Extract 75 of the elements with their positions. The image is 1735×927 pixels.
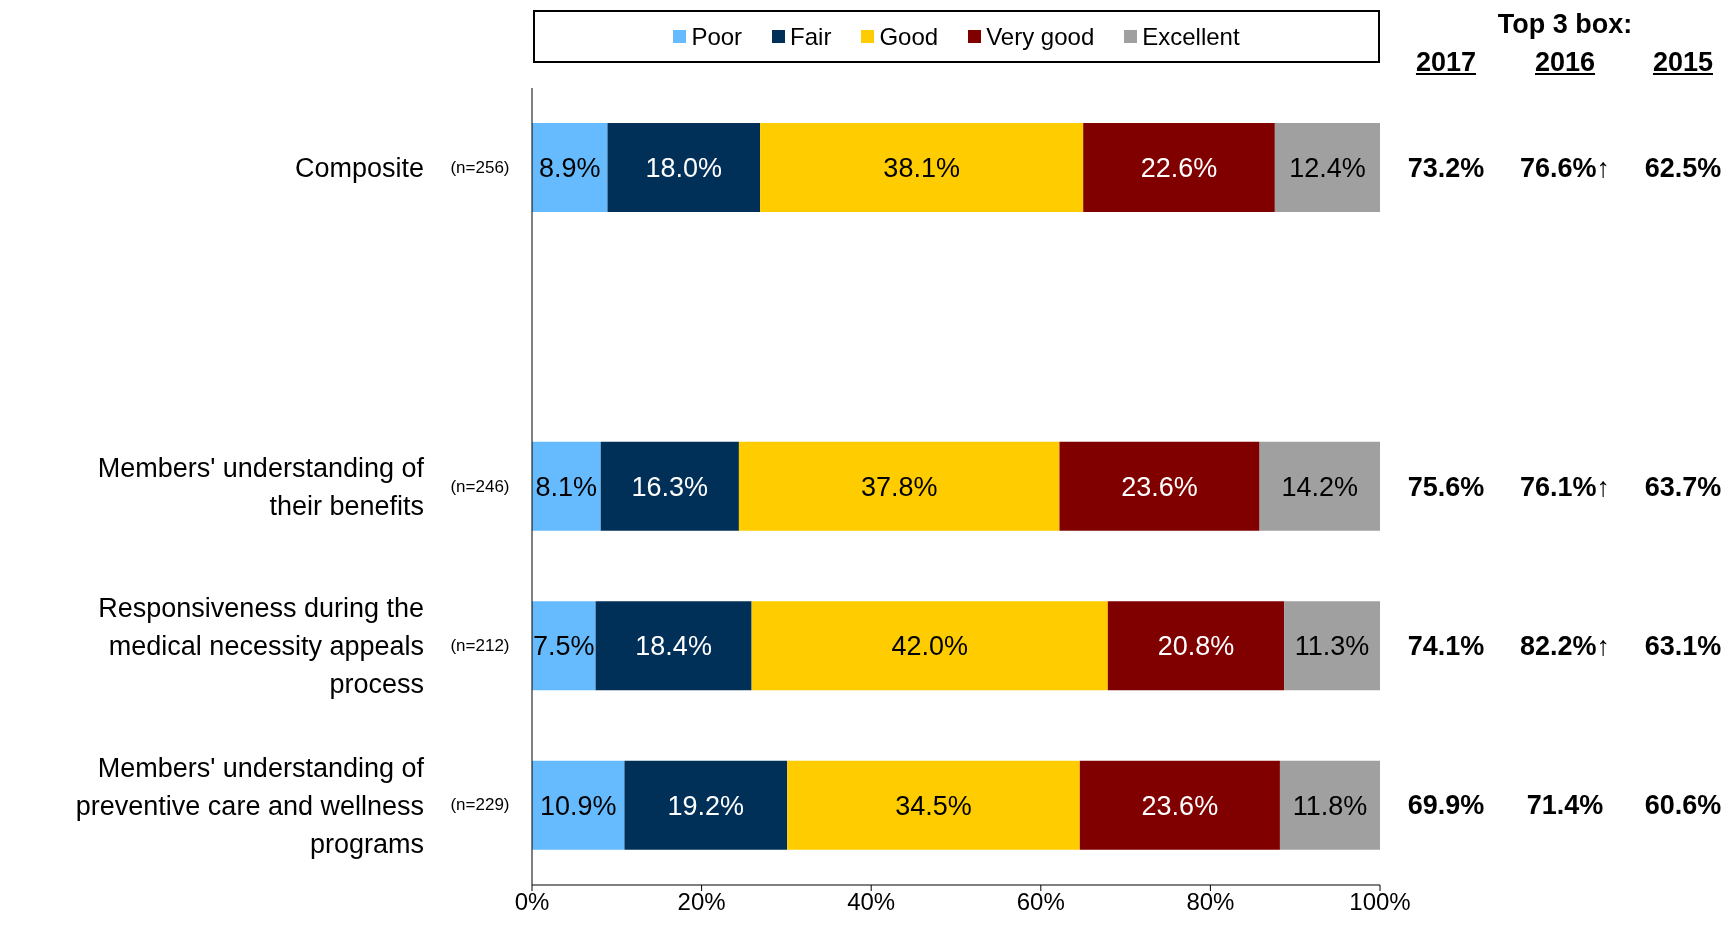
data-label: 23.6% [1141,790,1219,821]
text: Top 3 box: [1496,8,1634,40]
text: (n=229) [449,794,511,817]
y-tick-label: Responsiveness during the medical necessity appeals process [98,593,424,700]
bar [1284,601,1380,691]
data-label: 11.3% [1294,631,1370,662]
bar [532,760,625,850]
text: 71.4% [1526,790,1604,821]
bar [1274,123,1380,213]
bar [532,123,608,213]
data-label: 11.8% [1292,790,1368,821]
text: 62.5% [1644,152,1722,183]
bar [595,601,752,691]
text: 76.1%↑ [1519,471,1611,502]
legend-label: Fair [790,22,832,51]
data-label: 18.4% [635,631,712,662]
text: 60.6% [1644,790,1722,821]
data-label: 23.6% [1121,471,1198,502]
bar [738,441,1060,531]
text: 63.1% [1644,630,1722,661]
text: 69.9% [1407,790,1485,821]
y-tick-label: Composite [294,153,424,184]
text: 73.2% [1407,152,1485,183]
legend-label: Excellent [1142,22,1240,51]
bar [624,760,788,850]
data-label: 7.5% [533,631,595,662]
bar [760,123,1084,213]
data-label: 12.4% [1289,153,1366,184]
x-tick-label: 100% [1349,888,1411,916]
x-tick-label: 60% [1016,888,1065,916]
data-label: 22.6% [1140,153,1218,184]
text: 74.1% [1407,630,1485,661]
legend-label: Good [879,22,939,51]
data-label: 14.2% [1281,471,1359,502]
bar [751,601,1108,691]
bar [787,760,1080,850]
bar [1279,760,1380,850]
data-label: 34.5% [895,790,972,821]
x-tick-label: 40% [847,888,896,916]
text: 63.7% [1644,471,1722,502]
bar [1107,601,1285,691]
bar [600,441,739,531]
x-tick-label: 80% [1186,888,1235,916]
text: 76.6%↑ [1519,152,1611,183]
data-label: 10.9% [539,790,617,821]
bar [532,601,596,691]
data-label: 37.8% [860,471,938,502]
bar [1059,441,1260,531]
text: (n=212) [449,634,511,657]
text: (n=256) [449,156,511,179]
bar [607,123,761,213]
data-label: 18.0% [645,153,723,184]
data-label: 16.3% [631,471,709,502]
data-label: 8.9% [538,153,601,184]
text: 75.6% [1407,471,1485,502]
y-tick-label: Members' understanding of preventive care and wellness programs [75,752,425,859]
y-tick-label: Members' understanding of their benefits [97,452,425,521]
data-label: 19.2% [667,790,745,821]
data-label: 42.0% [891,631,968,662]
data-label: 20.8% [1157,631,1235,662]
bar [1079,760,1280,850]
legend-label: Very good [986,22,1095,51]
category-label: 2016 [1533,46,1597,78]
text: (n=246) [449,475,511,498]
data-label: 8.1% [535,471,598,502]
bar [532,441,601,531]
x-tick-label: 0% [514,888,550,916]
data-label: 38.1% [883,153,960,184]
x-tick-label: 20% [677,888,726,916]
category-label: 2017 [1414,46,1478,78]
bar [1083,123,1275,213]
bar [1259,441,1380,531]
legend-label: Poor [691,22,743,51]
text: 82.2%↑ [1519,630,1611,661]
category-label: 2015 [1651,46,1715,78]
